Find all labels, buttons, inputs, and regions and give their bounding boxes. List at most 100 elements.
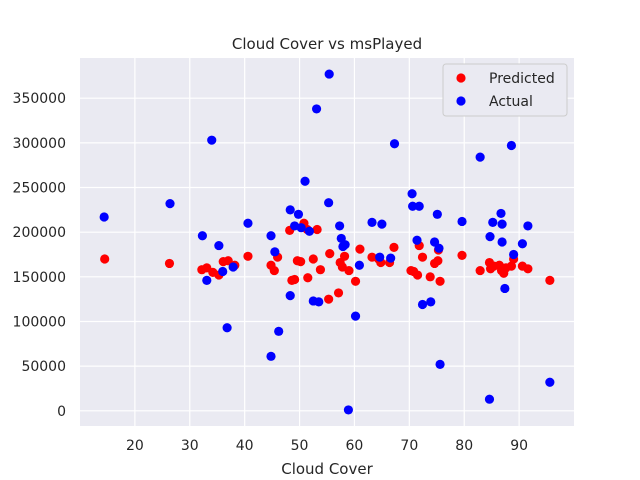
- point-predicted: [312, 224, 322, 235]
- point-predicted: [344, 265, 354, 276]
- x-tick-label: 40: [236, 438, 254, 454]
- y-tick-label: 0: [57, 404, 66, 420]
- point-predicted: [523, 264, 533, 274]
- y-tick-label: 250000: [13, 181, 66, 197]
- point-actual: [243, 218, 253, 228]
- legend-marker-predicted: [456, 73, 466, 83]
- y-axis-ticks: 0 50000 100000 150000 200000 250000 300000 3500…: [13, 91, 66, 420]
- gridlines: [80, 58, 574, 426]
- point-actual: [377, 219, 387, 229]
- point-predicted: [475, 265, 485, 276]
- point-actual: [324, 198, 334, 208]
- point-predicted: [315, 265, 326, 275]
- point-actual: [497, 219, 507, 229]
- point-actual: [506, 140, 517, 151]
- point-actual: [274, 326, 284, 336]
- point-predicted: [333, 288, 344, 298]
- point-actual: [408, 201, 418, 211]
- point-predicted: [545, 275, 555, 286]
- point-actual: [457, 216, 467, 227]
- point-predicted: [412, 270, 423, 280]
- point-actual: [202, 275, 212, 286]
- point-actual: [412, 235, 422, 245]
- point-actual: [517, 239, 528, 249]
- point-actual: [197, 231, 208, 241]
- legend-box: [442, 63, 568, 117]
- point-actual: [222, 323, 232, 333]
- point-predicted: [308, 254, 318, 264]
- point-actual: [314, 297, 324, 307]
- point-actual: [228, 262, 238, 272]
- plot-area: [80, 58, 574, 426]
- point-actual: [375, 252, 385, 262]
- point-actual: [335, 221, 345, 231]
- point-actual: [354, 260, 364, 270]
- point-actual: [414, 201, 424, 211]
- legend: Predicted Actual: [442, 63, 568, 117]
- point-predicted: [100, 254, 110, 264]
- chart-title: Cloud Cover vs msPlayed: [232, 35, 422, 53]
- point-predicted: [303, 273, 313, 283]
- point-actual: [407, 189, 417, 199]
- point-predicted: [325, 249, 335, 259]
- point-actual: [523, 221, 533, 231]
- point-actual: [324, 69, 334, 79]
- point-predicted: [506, 261, 517, 271]
- point-actual: [214, 240, 224, 251]
- point-predicted: [457, 250, 467, 260]
- point-actual: [509, 249, 519, 260]
- x-axis-ticks: 20 30 40 50 60 70 80 90: [126, 438, 528, 454]
- point-predicted: [243, 251, 253, 261]
- point-actual: [434, 243, 444, 253]
- point-actual: [386, 253, 396, 263]
- point-actual: [484, 394, 495, 404]
- point-actual: [266, 351, 276, 361]
- point-predicted: [223, 256, 233, 266]
- legend-label-actual: Actual: [489, 94, 533, 110]
- y-tick-label: 50000: [21, 359, 66, 375]
- x-tick-label: 30: [181, 438, 199, 454]
- point-actual: [432, 209, 442, 219]
- point-actual: [426, 297, 436, 307]
- point-actual: [475, 152, 485, 162]
- point-actual: [500, 283, 510, 294]
- point-actual: [311, 104, 322, 114]
- point-predicted: [350, 276, 361, 286]
- point-predicted: [433, 256, 443, 266]
- point-actual: [417, 299, 428, 310]
- legend-marker-actual: [456, 96, 466, 106]
- y-tick-label: 350000: [13, 91, 66, 107]
- x-tick-label: 80: [455, 438, 473, 454]
- point-actual: [488, 217, 498, 227]
- point-predicted: [355, 244, 365, 254]
- point-actual: [497, 237, 507, 247]
- point-actual: [165, 198, 175, 209]
- point-predicted: [269, 265, 279, 276]
- y-tick-label: 300000: [13, 136, 66, 152]
- point-actual: [435, 359, 445, 369]
- point-actual: [218, 266, 228, 277]
- point-actual: [300, 176, 310, 186]
- point-predicted: [339, 251, 350, 261]
- point-actual: [99, 212, 109, 222]
- point-actual: [343, 405, 354, 415]
- x-axis-label: Cloud Cover: [281, 460, 373, 478]
- point-actual: [389, 139, 400, 149]
- point-predicted: [290, 274, 300, 285]
- point-actual: [293, 209, 304, 219]
- point-predicted: [425, 272, 435, 282]
- point-actual: [296, 223, 306, 233]
- data-points: [99, 69, 555, 415]
- point-actual: [350, 311, 361, 321]
- point-predicted: [164, 258, 175, 269]
- point-actual: [285, 290, 295, 301]
- x-tick-label: 60: [346, 438, 364, 454]
- point-actual: [545, 377, 555, 387]
- point-predicted: [417, 252, 428, 262]
- point-actual: [485, 232, 495, 242]
- y-tick-label: 200000: [13, 225, 66, 241]
- point-predicted: [435, 276, 445, 286]
- point-actual: [367, 217, 377, 227]
- point-predicted: [389, 242, 399, 252]
